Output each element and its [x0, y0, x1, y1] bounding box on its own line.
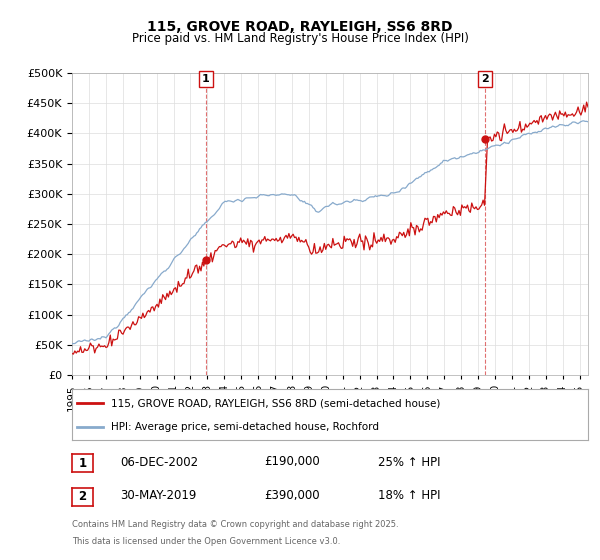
Text: 30-MAY-2019: 30-MAY-2019 — [120, 489, 196, 502]
Text: 25% ↑ HPI: 25% ↑ HPI — [378, 455, 440, 469]
Text: Price paid vs. HM Land Registry's House Price Index (HPI): Price paid vs. HM Land Registry's House … — [131, 32, 469, 45]
Text: 18% ↑ HPI: 18% ↑ HPI — [378, 489, 440, 502]
Text: £390,000: £390,000 — [264, 489, 320, 502]
Text: 2: 2 — [481, 74, 489, 84]
Text: 115, GROVE ROAD, RAYLEIGH, SS6 8RD (semi-detached house): 115, GROVE ROAD, RAYLEIGH, SS6 8RD (semi… — [110, 398, 440, 408]
Text: This data is licensed under the Open Government Licence v3.0.: This data is licensed under the Open Gov… — [72, 537, 340, 546]
Text: Contains HM Land Registry data © Crown copyright and database right 2025.: Contains HM Land Registry data © Crown c… — [72, 520, 398, 529]
Text: 2: 2 — [79, 490, 86, 503]
Text: 1: 1 — [79, 456, 86, 470]
Text: 1: 1 — [202, 74, 210, 84]
Text: £190,000: £190,000 — [264, 455, 320, 469]
Text: HPI: Average price, semi-detached house, Rochford: HPI: Average price, semi-detached house,… — [110, 422, 379, 432]
Text: 06-DEC-2002: 06-DEC-2002 — [120, 455, 198, 469]
Text: 115, GROVE ROAD, RAYLEIGH, SS6 8RD: 115, GROVE ROAD, RAYLEIGH, SS6 8RD — [147, 20, 453, 34]
